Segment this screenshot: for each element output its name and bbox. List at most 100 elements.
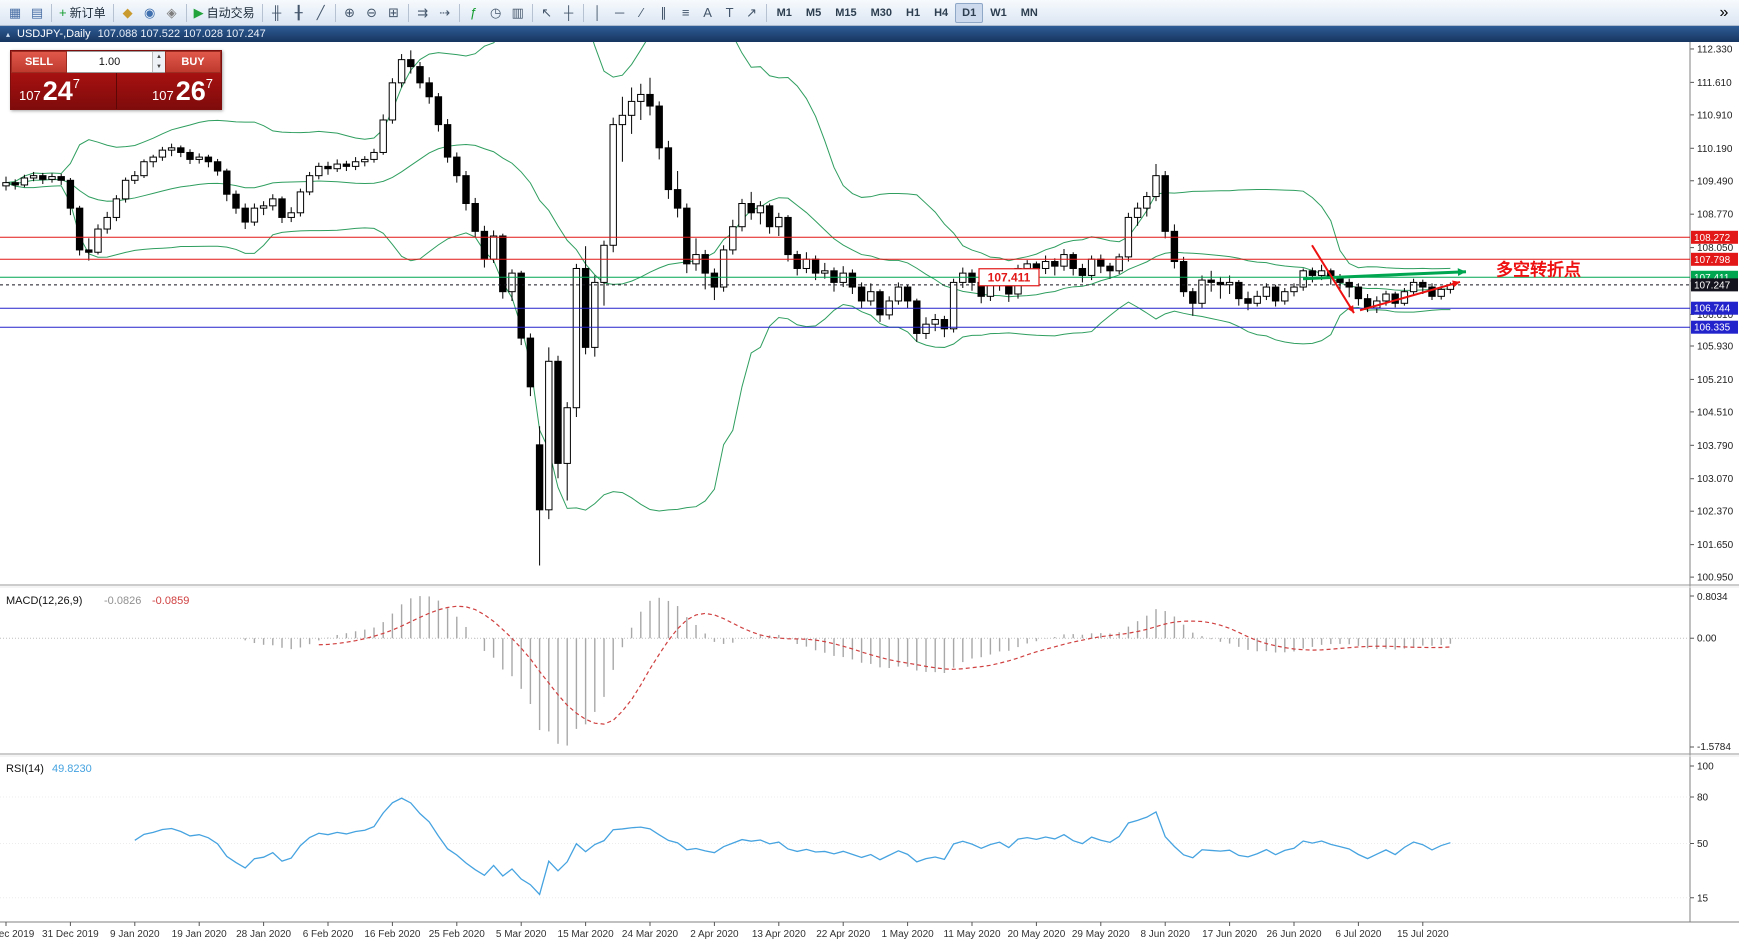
data-window-icon: ◉ xyxy=(143,5,156,20)
timeframe-d1[interactable]: D1 xyxy=(955,2,984,23)
svg-text:22 Apr 2020: 22 Apr 2020 xyxy=(816,929,870,940)
candlestick-chart-button[interactable]: ╂ xyxy=(288,2,310,24)
timeframe-m30[interactable]: M30 xyxy=(870,6,892,19)
navigator-button[interactable]: ◈ xyxy=(161,2,183,24)
svg-text:107.798: 107.798 xyxy=(1694,255,1731,266)
fibonacci-retracement-button[interactable]: ≡ xyxy=(675,2,697,24)
svg-text:110.910: 110.910 xyxy=(1697,110,1733,121)
svg-text:103.790: 103.790 xyxy=(1697,441,1734,452)
price-axis[interactable]: 112.330 111.610 110.910 110.190 109.490 108.7… xyxy=(1689,42,1734,922)
zoom-in-button[interactable]: ⊕ xyxy=(339,2,361,24)
line-chart-button[interactable]: ╱ xyxy=(310,2,332,24)
data-window-button[interactable]: ◉ xyxy=(139,2,161,24)
svg-text:108.050: 108.050 xyxy=(1697,243,1734,254)
svg-text:9 Jan 2020: 9 Jan 2020 xyxy=(110,929,160,940)
volume-up-icon[interactable]: ▲ xyxy=(153,52,165,62)
vertical-line-button[interactable]: │ xyxy=(587,2,609,24)
new-order-button[interactable]: + 新订单 xyxy=(55,2,110,24)
chart-annotations[interactable]: 107.411 多空转折点 xyxy=(978,244,1581,314)
candlestick-chart-icon: ╂ xyxy=(294,5,303,20)
bar-chart-icon: ╫ xyxy=(272,5,282,20)
periods-button[interactable]: ◷ xyxy=(485,2,507,24)
toolbar-separator xyxy=(458,3,460,22)
buy-price[interactable]: 107 26 7 xyxy=(115,73,222,109)
svg-text:105.930: 105.930 xyxy=(1697,341,1734,352)
timeframe-m5[interactable]: M5 xyxy=(805,6,822,19)
svg-text:-1.5784: -1.5784 xyxy=(1697,742,1731,753)
svg-text:111.610: 111.610 xyxy=(1697,78,1732,89)
periods-icon: ◷ xyxy=(489,5,502,20)
svg-text:101.650: 101.650 xyxy=(1697,540,1734,551)
timeframe-m1[interactable]: M1 xyxy=(776,6,792,19)
bar-chart-button[interactable]: ╫ xyxy=(266,2,288,24)
timeframe-h4[interactable]: H4 xyxy=(934,6,949,19)
auto-scroll-button[interactable]: ⇉ xyxy=(412,2,434,24)
buy-price-prefix: 107 xyxy=(152,87,174,103)
trendline-button[interactable]: ∕ xyxy=(631,2,653,24)
svg-text:105.210: 105.210 xyxy=(1697,375,1734,386)
volume-spin-buttons[interactable]: ▲ ▼ xyxy=(152,52,165,72)
svg-text:6 Feb 2020: 6 Feb 2020 xyxy=(303,929,354,940)
crosshair-button[interactable]: ┼ xyxy=(558,2,580,24)
timeframe-mn[interactable]: MN xyxy=(1020,6,1038,19)
cursor-button[interactable]: ↖ xyxy=(536,2,558,24)
profiles-button[interactable]: ▤ xyxy=(26,2,48,24)
trendline-icon: ∕ xyxy=(640,5,643,20)
new-order-label: 新订单 xyxy=(69,6,106,20)
toolbar-overflow-button[interactable]: » xyxy=(1719,3,1729,21)
timeframe-w1[interactable]: W1 xyxy=(990,6,1007,19)
cursor-icon: ↖ xyxy=(541,5,553,20)
indicators-button[interactable]: ƒ xyxy=(463,2,485,24)
horizontal-line-button[interactable]: ─ xyxy=(609,2,631,24)
rsi-label: RSI(14) xyxy=(6,763,44,775)
price-level-lines[interactable]: 108.272107.798107.411107.247106.744106.3… xyxy=(0,230,1738,334)
autotrading-label: 自动交易 xyxy=(206,6,255,20)
sell-price[interactable]: 107 24 7 xyxy=(11,73,116,109)
toolbar-separator xyxy=(765,3,767,22)
price-label-106.335 xyxy=(1691,320,1738,334)
navigator-icon: ◈ xyxy=(166,5,177,20)
crosshair-icon: ┼ xyxy=(564,5,574,20)
arrows-button[interactable]: ↗ xyxy=(741,2,763,24)
red-trend-arrow-1 xyxy=(1311,244,1355,314)
vertical-line-icon: │ xyxy=(593,5,602,20)
timeframe-m15[interactable]: M15 xyxy=(835,6,857,19)
autotrading-icon: ▶ xyxy=(193,5,204,20)
market-watch-button[interactable]: ◆ xyxy=(117,2,139,24)
text-label-icon: T xyxy=(725,5,734,20)
tile-windows-button[interactable]: ⊞ xyxy=(383,2,405,24)
text-button[interactable]: A xyxy=(697,2,719,24)
svg-text:6 Jul 2020: 6 Jul 2020 xyxy=(1335,929,1382,940)
svg-text:0.00: 0.00 xyxy=(1697,634,1717,645)
date-axis[interactable]: 22 Dec 2019 31 Dec 2019 9 Jan 2020 19 Jan 2… xyxy=(0,921,1739,940)
text-label-button[interactable]: T xyxy=(719,2,741,24)
red-trend-arrow-2 xyxy=(1359,280,1461,312)
price-tag-text: 107.411 xyxy=(988,270,1031,284)
zoom-out-button[interactable]: ⊖ xyxy=(361,2,383,24)
sell-button[interactable]: SELL xyxy=(11,51,67,73)
equidistant-channel-button[interactable]: ∥ xyxy=(653,2,675,24)
chart-shift-button[interactable]: ⇢ xyxy=(434,2,456,24)
volume-down-icon[interactable]: ▼ xyxy=(153,62,165,72)
svg-text:15 Jul 2020: 15 Jul 2020 xyxy=(1397,929,1449,940)
autotrading-button[interactable]: ▶ 自动交易 xyxy=(190,2,259,24)
volume-stepper[interactable]: 1.00 ▲ ▼ xyxy=(67,51,165,73)
chart-canvas[interactable]: 112.330 111.610 110.910 110.190 109.490 108.7… xyxy=(0,42,1739,945)
new-chart-icon: ▦ xyxy=(8,5,22,20)
new-chart-button[interactable]: ▦ xyxy=(4,2,26,24)
buy-button[interactable]: BUY xyxy=(165,51,221,73)
one-click-trading-panel: SELL 1.00 ▲ ▼ BUY 107 24 7 107 26 7 xyxy=(10,50,222,110)
toolbar-separator xyxy=(407,3,409,22)
svg-text:108.770: 108.770 xyxy=(1697,210,1734,221)
svg-text:16 Feb 2020: 16 Feb 2020 xyxy=(364,929,421,940)
templates-button[interactable]: ▥ xyxy=(507,2,529,24)
svg-text:0.8034: 0.8034 xyxy=(1697,592,1728,603)
svg-text:107.411: 107.411 xyxy=(1694,273,1730,284)
svg-text:103.070: 103.070 xyxy=(1697,474,1734,485)
market-watch-icon: ◆ xyxy=(122,5,133,20)
svg-text:28 Jan 2020: 28 Jan 2020 xyxy=(236,929,291,940)
svg-text:8 Jun 2020: 8 Jun 2020 xyxy=(1140,929,1190,940)
text-icon: A xyxy=(703,5,712,20)
timeframe-h1[interactable]: H1 xyxy=(906,6,921,19)
